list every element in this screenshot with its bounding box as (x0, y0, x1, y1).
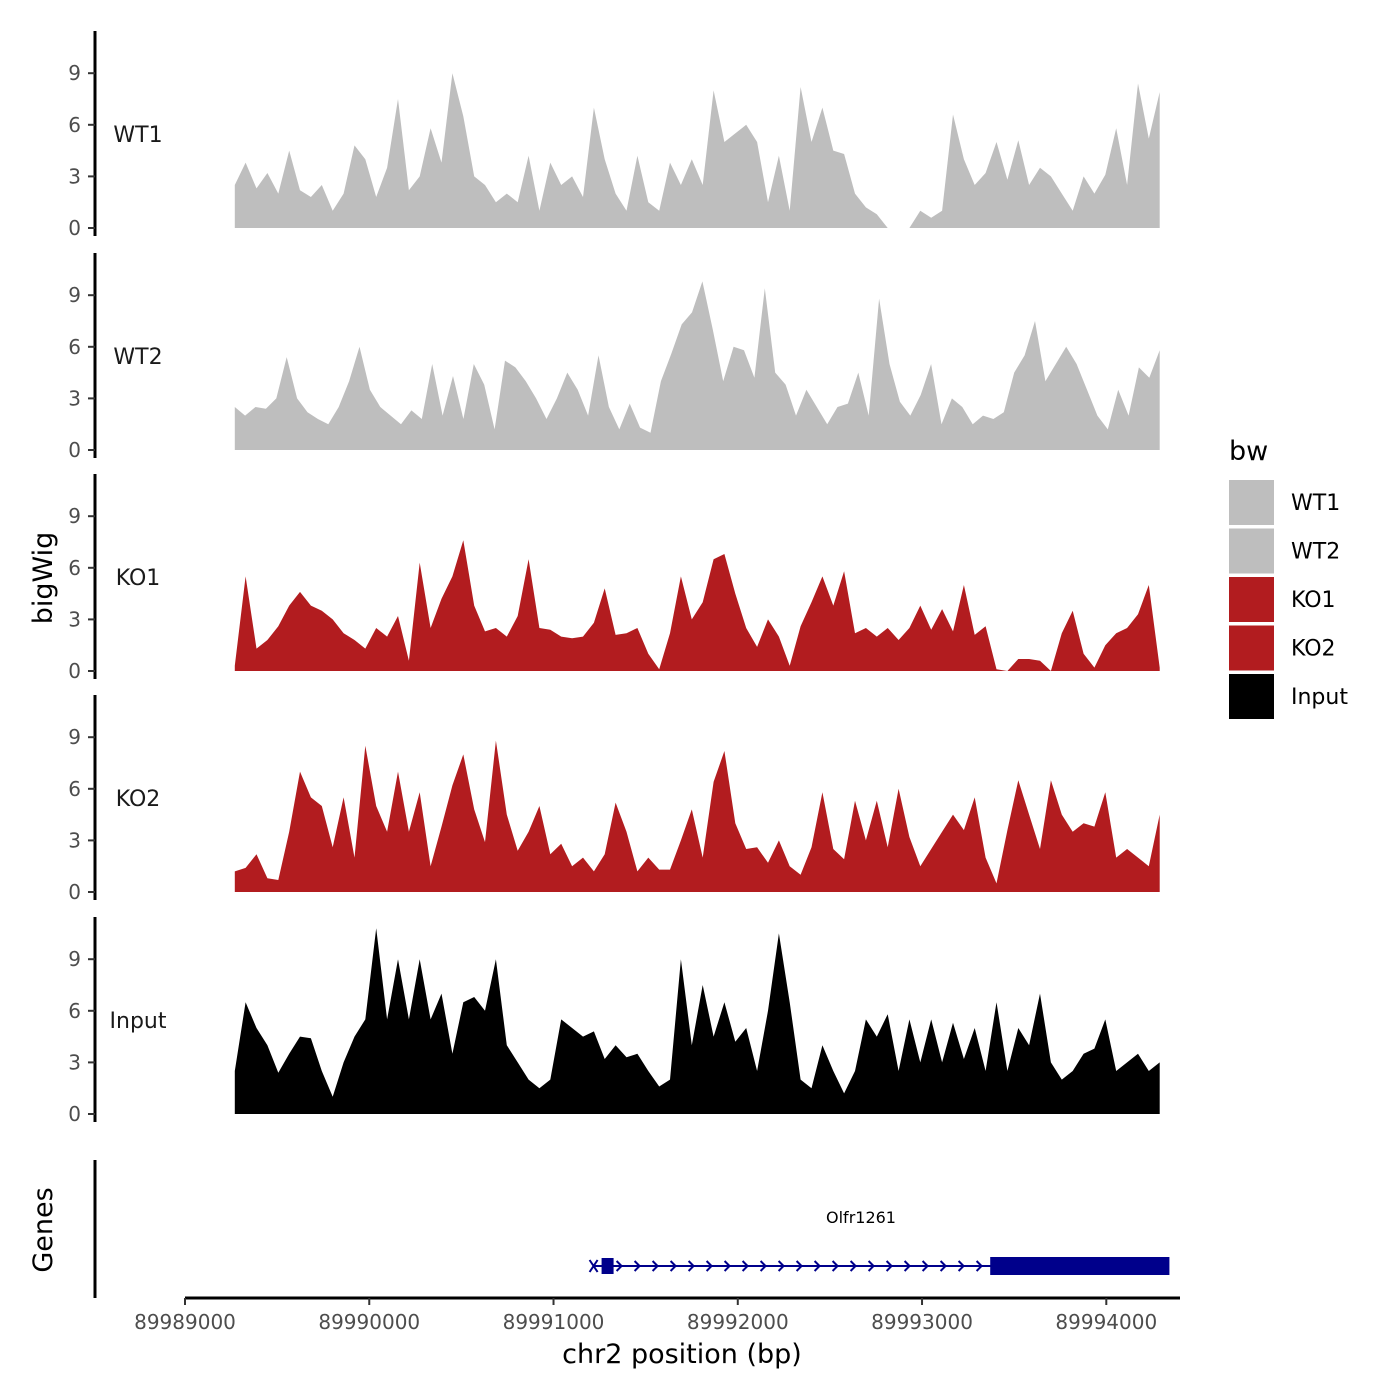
y-tick-label: 0 (68, 659, 81, 683)
legend-swatch (1229, 577, 1274, 622)
y-tick-label: 6 (68, 113, 81, 137)
x-tick-label: 89994000 (1055, 1310, 1157, 1334)
strand-arrow (975, 1260, 983, 1272)
strand-arrow (615, 1260, 623, 1272)
signal-tracks: 0 3 6 9 WT1 0 3 6 9 WT2 0 3 6 9 KO1 0 3 6 9 KO2 0 3 6 9 Input (68, 31, 1160, 1126)
track-wt2: 0 3 6 9 WT2 (68, 253, 1160, 462)
strand-arrow (849, 1260, 857, 1272)
gene-label: Olfr1261 (826, 1208, 896, 1227)
strand-arrow (885, 1260, 893, 1272)
y-tick-label: 9 (68, 947, 81, 971)
gene-exon (601, 1258, 614, 1274)
y-tick-label: 0 (68, 880, 81, 904)
strand-arrow (651, 1260, 659, 1272)
y-tick-label: 9 (68, 725, 81, 749)
legend-entry-ko1: KO1 (1229, 577, 1336, 622)
strand-arrow (831, 1260, 839, 1272)
strand-arrow (705, 1260, 713, 1272)
x-tick-label: 89989000 (134, 1310, 236, 1334)
legend-entry-input: Input (1229, 674, 1348, 719)
track-wt1: 0 3 6 9 WT1 (68, 31, 1160, 240)
x-tick-label: 89992000 (687, 1310, 789, 1334)
x-tick-label: 89993000 (871, 1310, 973, 1334)
legend-swatch (1229, 674, 1274, 719)
gene-start-mark (588, 1259, 599, 1273)
track-ko2: 0 3 6 9 KO2 (68, 695, 1160, 904)
strand-arrow (759, 1260, 767, 1272)
y-tick-label: 3 (68, 1050, 81, 1074)
legend-label: KO1 (1291, 588, 1336, 613)
y-tick-label: 0 (68, 438, 81, 462)
y-tick-label: 3 (68, 828, 81, 852)
legend: bw WT1 WT2 KO1 KO2 Input (1229, 436, 1348, 719)
area-ko1 (234, 540, 1160, 671)
strand-arrow (741, 1260, 749, 1272)
track-label: WT2 (113, 345, 162, 370)
track-label: KO1 (116, 566, 161, 591)
x-tick-label: 89991000 (503, 1310, 605, 1334)
legend-label: WT1 (1291, 491, 1340, 516)
legend-label: KO2 (1291, 637, 1336, 662)
track-label: KO2 (116, 787, 161, 812)
strand-arrow (957, 1260, 965, 1272)
y-tick-label: 9 (68, 504, 81, 528)
y-tick-label: 0 (68, 1102, 81, 1126)
track-label: Input (110, 1009, 167, 1034)
legend-entry-ko2: KO2 (1229, 625, 1336, 671)
area-ko2 (234, 740, 1160, 892)
legend-entry-wt1: WT1 (1229, 480, 1340, 525)
y-tick-label: 0 (68, 216, 81, 240)
strand-arrow (921, 1260, 929, 1272)
y-tick-label: 9 (68, 283, 81, 307)
legend-title: bw (1229, 436, 1268, 467)
y-tick-label: 3 (68, 607, 81, 631)
track-label: WT1 (113, 123, 162, 148)
legend-label: WT2 (1291, 540, 1340, 565)
strand-arrow (903, 1260, 911, 1272)
y-axis-title: bigWig (28, 532, 59, 625)
gene-exon (990, 1257, 1170, 1275)
track-input: 0 3 6 9 Input (68, 917, 1160, 1126)
track-ko1: 0 3 6 9 KO1 (68, 474, 1160, 683)
gene-olfr1261: Olfr1261 (588, 1208, 1170, 1275)
legend-swatch (1229, 625, 1274, 671)
strand-arrow (777, 1260, 785, 1272)
strand-arrow (867, 1260, 875, 1272)
genes-axis-title: Genes (28, 1187, 59, 1272)
legend-entry-wt2: WT2 (1229, 528, 1340, 574)
strand-arrow (687, 1260, 695, 1272)
strand-arrow (633, 1260, 641, 1272)
y-tick-label: 3 (68, 386, 81, 410)
legend-label: Input (1291, 685, 1348, 710)
strand-arrow (723, 1260, 731, 1272)
y-tick-label: 6 (68, 335, 81, 359)
x-tick-label: 89990000 (318, 1310, 420, 1334)
legend-swatch (1229, 480, 1274, 525)
area-input (234, 928, 1160, 1114)
y-tick-label: 6 (68, 556, 81, 580)
genes-track: Olfr1261 (93, 1160, 1170, 1298)
y-tick-label: 3 (68, 164, 81, 188)
y-tick-label: 6 (68, 777, 81, 801)
area-wt1 (234, 73, 1160, 228)
strand-arrow (795, 1260, 803, 1272)
strand-arrow (669, 1260, 677, 1272)
x-axis: 89989000 89990000 89991000 89992000 89993000… (134, 1296, 1180, 1334)
area-wt2 (234, 281, 1160, 450)
legend-swatch (1229, 528, 1274, 574)
strand-arrow (813, 1260, 821, 1272)
x-axis-title: chr2 position (bp) (562, 1339, 802, 1370)
strand-arrow (939, 1260, 947, 1272)
y-tick-label: 6 (68, 999, 81, 1023)
y-tick-label: 9 (68, 61, 81, 85)
